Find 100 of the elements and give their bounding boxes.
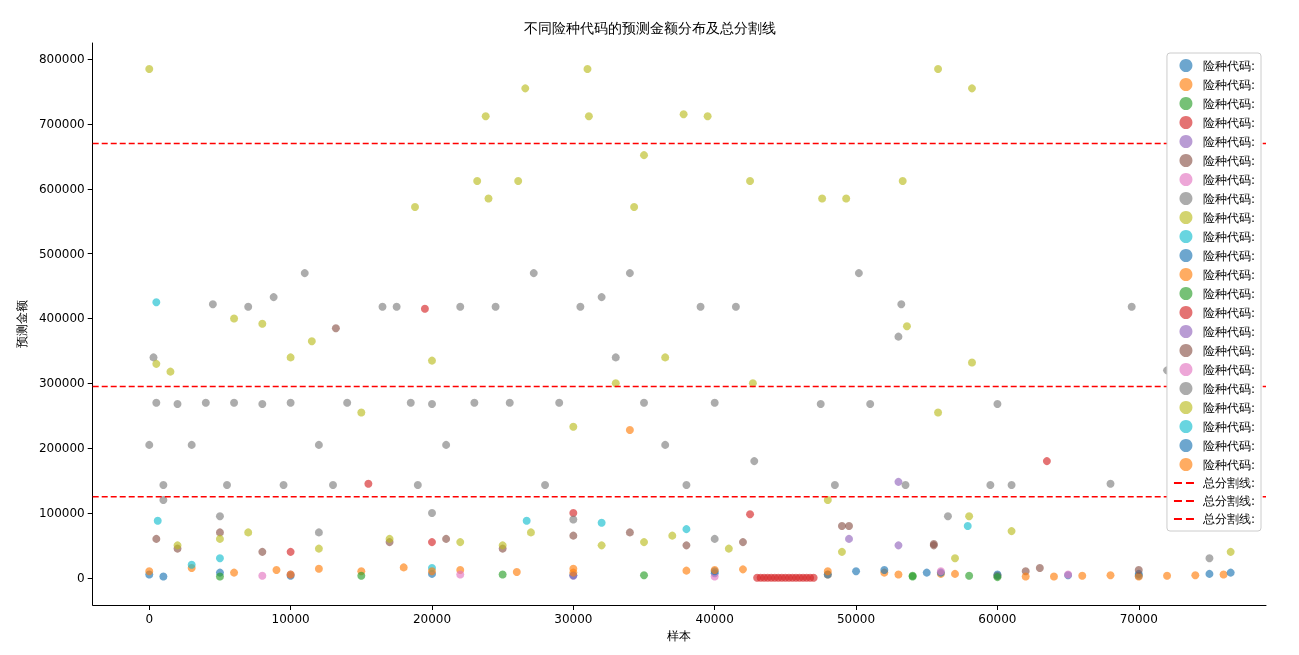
- legend-label: 险种代码:: [1202, 438, 1255, 453]
- point: [1021, 572, 1030, 581]
- point: [230, 568, 239, 577]
- point: [258, 571, 267, 580]
- x-tick-label: 30000: [554, 612, 593, 626]
- point: [1205, 569, 1214, 578]
- point: [584, 112, 593, 121]
- point: [731, 302, 740, 311]
- point: [640, 398, 649, 407]
- point: [385, 534, 394, 543]
- point: [894, 541, 903, 550]
- point: [837, 521, 846, 530]
- point: [696, 302, 705, 311]
- legend-label: 险种代码:: [1202, 191, 1255, 206]
- point: [470, 398, 479, 407]
- point: [597, 541, 606, 550]
- point: [152, 298, 161, 307]
- y-tick-label: 700000: [38, 117, 85, 132]
- point: [845, 534, 853, 543]
- point: [269, 293, 278, 302]
- point: [738, 565, 747, 574]
- point: [1035, 564, 1044, 573]
- point: [986, 481, 995, 490]
- point: [963, 521, 972, 530]
- legend-label: 险种代码:: [1202, 324, 1255, 339]
- point: [1134, 566, 1143, 574]
- point: [442, 534, 451, 543]
- legend-label: 总分割线:: [1201, 512, 1255, 526]
- point: [569, 422, 578, 431]
- point: [208, 300, 217, 309]
- point: [473, 177, 482, 186]
- point: [329, 481, 338, 490]
- point: [152, 359, 161, 368]
- point: [491, 302, 500, 311]
- point: [845, 521, 853, 530]
- point: [522, 516, 531, 525]
- point: [230, 398, 239, 407]
- point: [630, 203, 639, 211]
- point: [569, 508, 578, 517]
- point: [854, 269, 863, 278]
- point: [215, 512, 224, 521]
- legend-label: 险种代码:: [1202, 305, 1255, 320]
- x-axis-title: 样本: [667, 629, 692, 643]
- y-axis-title: 预测金额: [15, 300, 29, 348]
- point: [576, 302, 585, 311]
- point: [967, 84, 976, 93]
- y-tick-label: 400000: [38, 311, 85, 326]
- point: [823, 495, 832, 504]
- x-tick-label: 20000: [412, 612, 452, 626]
- legend-label: 险种代码:: [1202, 96, 1255, 111]
- point: [201, 398, 210, 407]
- point: [427, 356, 436, 365]
- point: [481, 112, 490, 121]
- point: [934, 408, 943, 417]
- y-tick-label: 0: [77, 570, 85, 585]
- point: [748, 379, 757, 388]
- y-tick-label: 200000: [38, 441, 85, 456]
- point: [746, 177, 755, 186]
- point: [894, 332, 903, 341]
- point: [738, 538, 747, 547]
- point: [902, 322, 911, 331]
- point: [159, 495, 168, 504]
- point: [611, 379, 620, 388]
- point: [661, 353, 670, 362]
- x-tick-label: 10000: [271, 612, 310, 626]
- point: [943, 512, 952, 521]
- legend-label: 险种代码:: [1202, 381, 1255, 396]
- point: [597, 293, 606, 302]
- point: [314, 564, 323, 573]
- point: [625, 528, 634, 537]
- x-tick-label: 50000: [836, 612, 876, 626]
- point: [272, 566, 281, 574]
- point: [842, 194, 851, 203]
- point: [837, 547, 846, 556]
- point: [640, 151, 649, 160]
- x-tick-label: 60000: [978, 612, 1017, 626]
- point: [965, 512, 974, 521]
- point: [442, 440, 451, 449]
- point: [300, 269, 309, 278]
- legend-label: 险种代码:: [1202, 457, 1255, 472]
- legend-label: 险种代码:: [1202, 210, 1255, 225]
- y-tick-label: 800000: [38, 52, 85, 67]
- point: [555, 398, 564, 407]
- point: [583, 64, 592, 73]
- point: [1007, 481, 1016, 490]
- legend-label: 险种代码:: [1202, 172, 1255, 187]
- point: [314, 544, 323, 553]
- point: [724, 544, 733, 553]
- point: [258, 547, 267, 556]
- point: [159, 572, 168, 581]
- point: [682, 566, 691, 575]
- point: [456, 570, 465, 579]
- point: [215, 554, 224, 563]
- point: [357, 571, 366, 580]
- point: [750, 457, 759, 466]
- x-tick-label: 70000: [1119, 612, 1158, 626]
- point: [1163, 571, 1172, 580]
- point: [710, 398, 719, 407]
- point: [145, 64, 154, 73]
- point: [456, 302, 465, 311]
